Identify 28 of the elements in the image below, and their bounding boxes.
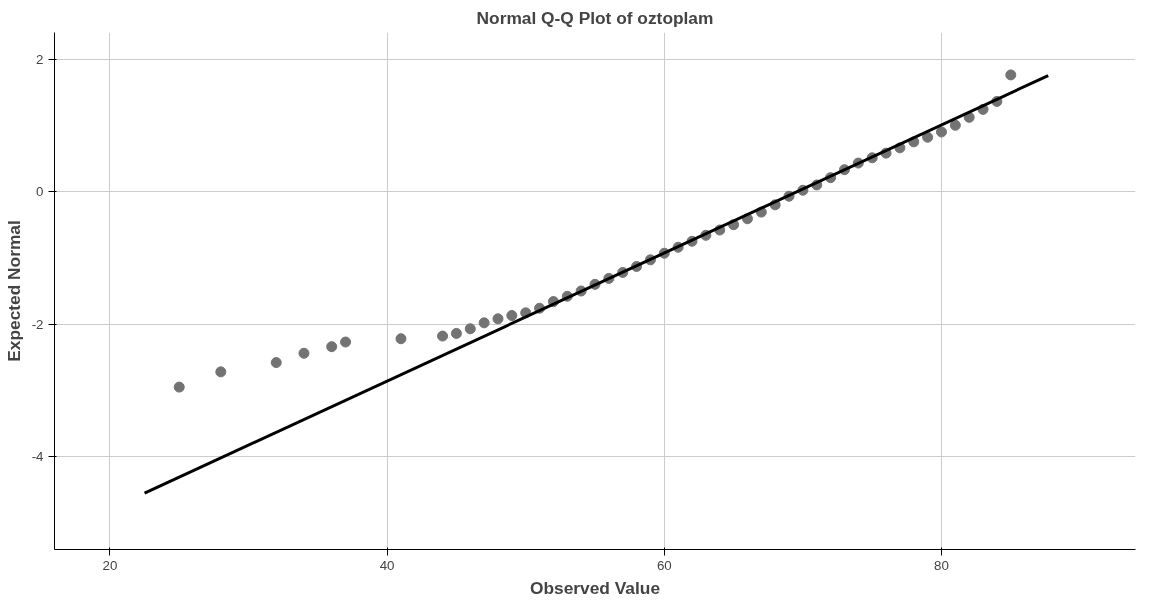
x-tick-label: 80 [934, 557, 949, 573]
point [949, 119, 961, 131]
point [922, 131, 934, 143]
y-tick-label: -4 [31, 449, 45, 465]
x-axis-title: Observed Value [529, 577, 661, 598]
point [173, 381, 185, 393]
point [298, 347, 310, 359]
point [1005, 69, 1017, 81]
y-tick-label: -2 [31, 316, 44, 332]
y-tick-label: 2 [36, 51, 44, 67]
point [326, 341, 338, 353]
point [935, 126, 947, 138]
x-tick-label: 20 [102, 557, 118, 573]
chart-title: Normal Q-Q Plot of oztoplam [476, 7, 714, 28]
point [478, 317, 490, 329]
y-tick-label: 0 [36, 184, 44, 200]
y-axis-title: Expected Normal [3, 220, 24, 362]
point [340, 336, 352, 348]
point [270, 357, 282, 369]
point [464, 323, 476, 335]
point [506, 310, 518, 322]
point [395, 333, 407, 345]
point [437, 330, 449, 342]
x-tick-label: 40 [379, 557, 395, 573]
point [450, 327, 462, 339]
point [492, 313, 504, 325]
x-tick-label: 60 [656, 557, 672, 573]
point [215, 366, 227, 378]
